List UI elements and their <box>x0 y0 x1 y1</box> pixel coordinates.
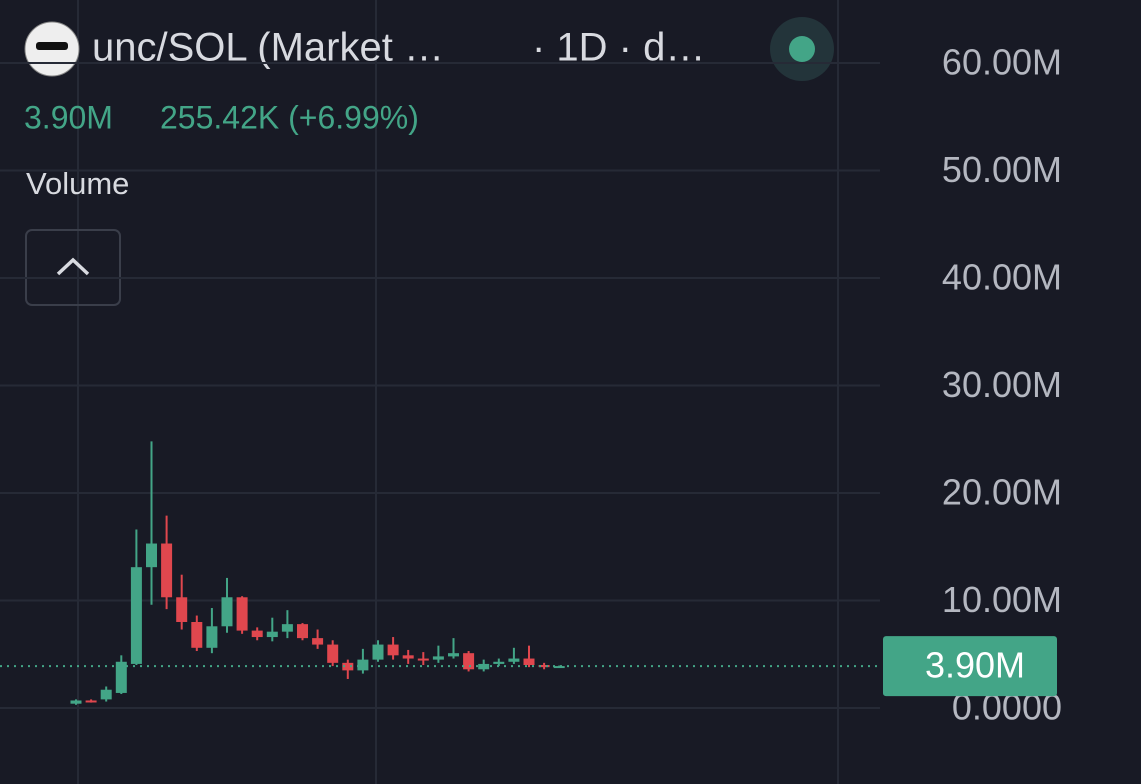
candle-body <box>236 597 248 631</box>
candle-body <box>161 543 173 598</box>
candle-body <box>417 658 429 661</box>
y-tick-label: 10.00M <box>942 579 1062 620</box>
last-price-box <box>883 636 1057 697</box>
candle-body <box>432 656 444 660</box>
candle-body <box>372 644 384 660</box>
last-value: 3.90M <box>24 99 113 135</box>
candle-body <box>463 653 475 670</box>
candle-body <box>70 700 82 704</box>
symbol-icon <box>24 21 80 77</box>
candle-body <box>402 655 414 659</box>
y-tick-label: 50.00M <box>942 149 1062 190</box>
button-frame[interactable] <box>25 229 121 306</box>
y-tick-label: 30.00M <box>942 364 1062 405</box>
candle-body <box>387 644 399 656</box>
candle-body <box>221 597 233 627</box>
candle-body <box>297 624 308 639</box>
candle-body <box>100 689 112 700</box>
candle-body <box>342 662 354 671</box>
candle-body <box>493 661 505 664</box>
candle-body <box>538 664 550 668</box>
candle-body <box>251 630 263 638</box>
indicator-label: Volume <box>26 166 129 201</box>
candle-body <box>191 621 203 648</box>
candle-body <box>508 658 520 662</box>
candle-body <box>146 543 157 568</box>
y-tick-label: 40.00M <box>942 257 1062 298</box>
y-tick-label: 20.00M <box>942 472 1062 513</box>
candle-body <box>448 653 459 657</box>
collapse-button[interactable] <box>25 229 121 306</box>
candle-body <box>85 700 97 703</box>
candle-body <box>130 567 142 664</box>
y-tick-label: 60.00M <box>942 42 1062 83</box>
candle-body <box>176 597 188 622</box>
candle-body <box>266 631 278 638</box>
status-dot <box>789 36 815 62</box>
chevron[interactable] <box>56 257 90 276</box>
candle-body <box>281 624 293 632</box>
change: 255.42K (+6.99%) <box>160 99 419 135</box>
sunglasses <box>36 42 68 50</box>
candle-body <box>206 626 218 648</box>
candle-body <box>553 666 565 669</box>
candle-body <box>523 658 535 665</box>
candle-body <box>357 659 369 671</box>
candle-body <box>327 644 339 663</box>
candle-body <box>115 661 127 693</box>
candle-body <box>312 638 324 645</box>
plot: 0.000010.00M20.00M30.00M40.00M50.00M60.0… <box>0 42 1062 728</box>
last-price-label: 3.90M <box>925 645 1025 686</box>
